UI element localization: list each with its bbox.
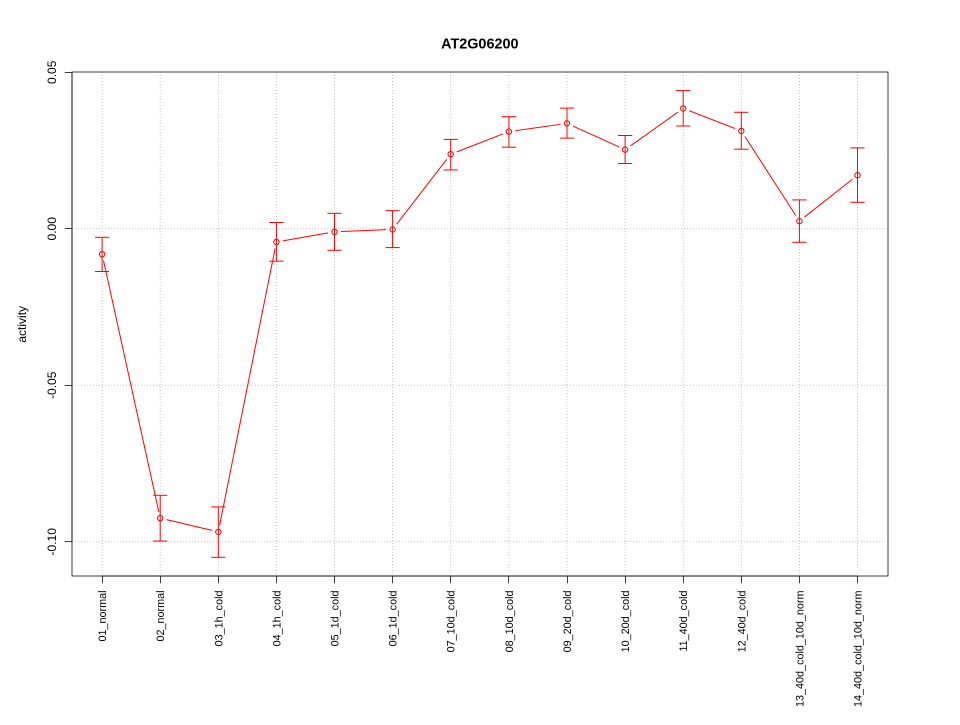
svg-text:0.00: 0.00 [45, 217, 59, 241]
svg-text:03_1h_cold: 03_1h_cold [213, 591, 225, 647]
svg-text:13_40d_cold_10d_norm: 13_40d_cold_10d_norm [794, 591, 806, 707]
svg-text:10_20d_cold: 10_20d_cold [620, 591, 632, 653]
svg-text:02_normal: 02_normal [155, 591, 167, 642]
svg-text:08_10d_cold: 08_10d_cold [504, 591, 516, 653]
svg-text:07_10d_cold: 07_10d_cold [446, 591, 458, 653]
svg-text:05_1d_cold: 05_1d_cold [330, 591, 342, 647]
svg-text:AT2G06200: AT2G06200 [441, 36, 518, 52]
svg-text:activity: activity [15, 306, 29, 343]
svg-text:01_normal: 01_normal [97, 591, 109, 642]
svg-text:12_40d_cold: 12_40d_cold [736, 591, 748, 653]
svg-text:09_20d_cold: 09_20d_cold [562, 591, 574, 653]
svg-text:06_1d_cold: 06_1d_cold [388, 591, 400, 647]
svg-text:04_1h_cold: 04_1h_cold [271, 591, 283, 647]
svg-text:11_40d_cold: 11_40d_cold [678, 591, 690, 652]
svg-text:-0.05: -0.05 [45, 371, 59, 399]
svg-text:-0.10: -0.10 [45, 528, 59, 556]
svg-text:14_40d_cold_10d_norm: 14_40d_cold_10d_norm [853, 591, 865, 707]
svg-text:0.05: 0.05 [45, 60, 59, 84]
